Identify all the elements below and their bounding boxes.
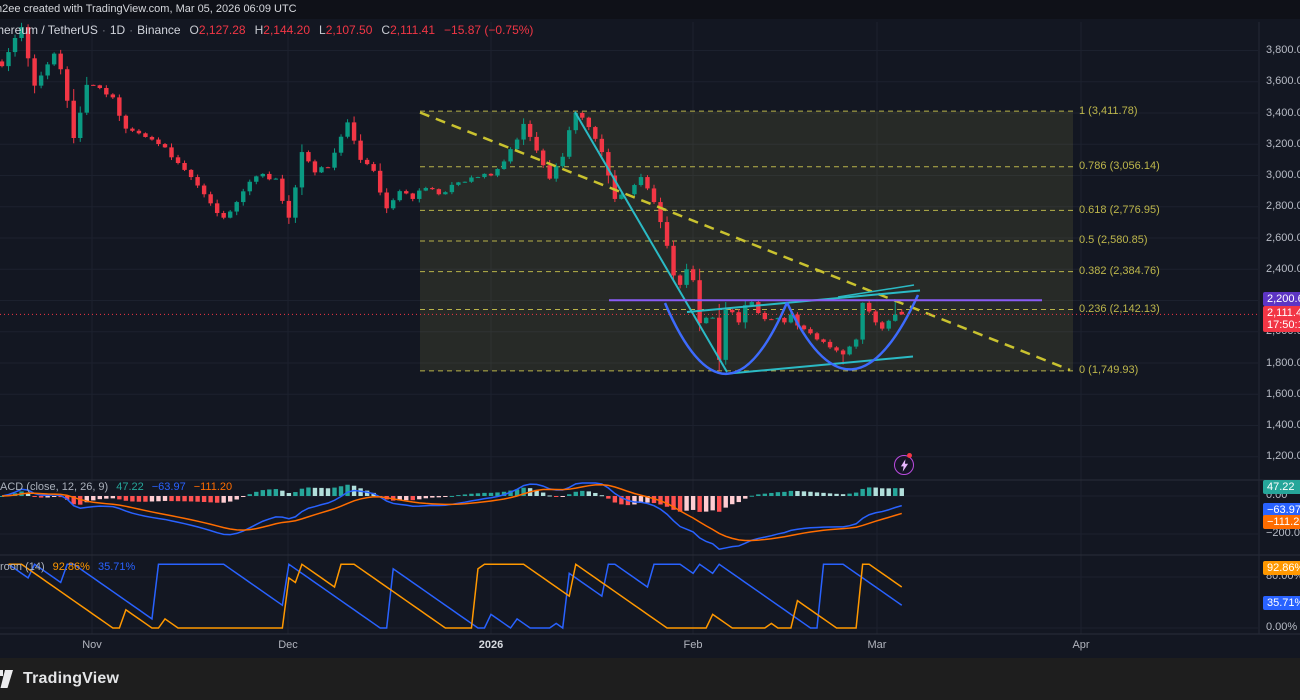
macd-legend-value: −63.97 bbox=[151, 481, 186, 493]
legend-separator: · bbox=[129, 23, 134, 37]
pane-separators bbox=[0, 22, 1300, 635]
price-tick-label: 1,600.00 bbox=[1266, 387, 1300, 400]
impulse-trendline[interactable] bbox=[574, 111, 728, 373]
flash-drawing-icon[interactable] bbox=[894, 455, 914, 475]
macd-legend-values: 47.22 −63.97 −111.20 bbox=[108, 481, 232, 493]
chart-canvas[interactable] bbox=[0, 0, 1300, 658]
interval-label[interactable]: 1D bbox=[109, 23, 126, 37]
aroon-legend-values: 92.86% 35.71% bbox=[45, 561, 136, 573]
ohlc-close-letter: C bbox=[381, 23, 391, 37]
ohlc-values: O2,127.28 H2,144.20 L2,107.50 C2,111.41 bbox=[181, 23, 435, 37]
neckline-trendline-2[interactable] bbox=[837, 284, 915, 298]
fib-level-label: 0.5 (2,580.85) bbox=[1079, 234, 1148, 247]
time-axis-label-feb[interactable]: Feb bbox=[683, 639, 703, 651]
aroon-up-badge[interactable]: 92.86% bbox=[1263, 561, 1300, 575]
notification-dot bbox=[907, 453, 912, 458]
fib-level-label: 0.382 (2,384.76) bbox=[1079, 265, 1160, 278]
time-axis-label-apr[interactable]: Apr bbox=[1072, 639, 1090, 651]
price-tick-label: 1,400.00 bbox=[1266, 419, 1300, 431]
purple-level-badge[interactable]: 2,200.6 bbox=[1263, 292, 1300, 306]
aroon-indicator[interactable] bbox=[8, 562, 903, 630]
macd-scale-label: −200.00 bbox=[1266, 527, 1300, 539]
macd-legend[interactable]: ACD (close, 12, 26, 9) 47.22 −63.97 −111.20 bbox=[0, 481, 232, 493]
descending-dashed-trendline[interactable] bbox=[419, 111, 1071, 372]
macd-hist-badge[interactable]: 47.22 bbox=[1263, 480, 1300, 494]
macd-title[interactable]: ACD (close, 12, 26, 9) bbox=[0, 481, 109, 493]
candlestick-series[interactable] bbox=[0, 22, 904, 371]
fib-level-label: 0.236 (2,142.13) bbox=[1079, 303, 1160, 316]
branding-footer: TradingView bbox=[0, 658, 1300, 700]
snapshot-header-bar: n2ee created with TradingView.com, Mar 0… bbox=[0, 0, 1300, 19]
tradingview-logo-icon bbox=[0, 670, 13, 688]
ohlc-high-value: 2,144.20 bbox=[263, 23, 310, 37]
macd-legend-value: 47.22 bbox=[116, 481, 144, 493]
price-tick-label: 2,400.00 bbox=[1266, 262, 1300, 275]
time-axis-label-dec[interactable]: Dec bbox=[278, 639, 298, 651]
aroon-scale-label: 0.00% bbox=[1266, 621, 1298, 633]
ohlc-high-letter: H bbox=[254, 23, 264, 37]
aroon-legend-value: 35.71% bbox=[97, 561, 136, 573]
fib-level-label: 0.786 (3,056.14) bbox=[1079, 160, 1160, 173]
time-axis-label-mar[interactable]: Mar bbox=[867, 639, 887, 651]
ohlc-low-value: 2,107.50 bbox=[325, 23, 373, 37]
cup-curve-2[interactable] bbox=[785, 294, 920, 371]
ohlc-open-value: 2,127.28 bbox=[198, 23, 246, 37]
price-tick-label: 2,800.00 bbox=[1266, 200, 1300, 213]
fib-level-label: 1 (3,411.78) bbox=[1079, 104, 1138, 117]
lightning-bolt-icon bbox=[900, 458, 908, 472]
last-price-badge[interactable]: 2,111.417:50:1 bbox=[1263, 306, 1300, 332]
macd-signal-badge[interactable]: −111.20 bbox=[1263, 515, 1300, 529]
fib-level-label: 0 (1,749.93) bbox=[1079, 364, 1139, 377]
price-tick-label: 3,200.00 bbox=[1266, 137, 1300, 150]
cup-curve-1[interactable] bbox=[663, 302, 789, 376]
time-axis-label-2026[interactable]: 2026 bbox=[478, 639, 504, 651]
ohlc-low-letter: L bbox=[319, 23, 326, 37]
ohlc-open-letter: O bbox=[189, 23, 199, 37]
aroon-legend-value: 92.86% bbox=[52, 561, 90, 573]
grid-lines bbox=[0, 22, 1258, 634]
legend-separator: · bbox=[101, 23, 106, 37]
trendline-drawings[interactable] bbox=[419, 111, 1071, 376]
aroon-legend[interactable]: roon (14) 92.86% 35.71% bbox=[0, 561, 135, 573]
snapshot-attribution-text: n2ee created with TradingView.com, Mar 0… bbox=[0, 3, 297, 15]
ohlc-close-value: 2,111.41 bbox=[390, 23, 436, 37]
price-tick-label: 1,800.00 bbox=[1266, 356, 1300, 369]
price-tick-label: 3,600.00 bbox=[1266, 75, 1300, 88]
price-tick-label: 3,800.00 bbox=[1266, 44, 1300, 56]
exchange-label[interactable]: Binance bbox=[137, 23, 181, 37]
price-tick-label: 3,400.00 bbox=[1266, 106, 1300, 119]
time-axis-label-nov[interactable]: Nov bbox=[82, 639, 102, 651]
symbol-title[interactable]: thereum / TetherUS bbox=[0, 23, 98, 37]
price-tick-label: 3,000.00 bbox=[1266, 169, 1300, 181]
aroon-down-badge[interactable]: 35.71% bbox=[1263, 596, 1300, 610]
support-trendline[interactable] bbox=[723, 355, 914, 375]
tradingview-wordmark[interactable]: TradingView bbox=[23, 670, 120, 687]
fib-level-label: 0.618 (2,776.95) bbox=[1079, 203, 1160, 216]
price-tick-label: 1,200.00 bbox=[1266, 450, 1300, 463]
macd-legend-value: −111.20 bbox=[193, 481, 233, 493]
change-value: −15.87 (−0.75%) bbox=[444, 23, 534, 37]
aroon-title[interactable]: roon (14) bbox=[0, 561, 45, 573]
macd-indicator[interactable] bbox=[0, 482, 904, 550]
macd-line-badge[interactable]: −63.97 bbox=[1263, 503, 1300, 517]
symbol-legend[interactable]: thereum / TetherUS · 1D · Binance O2,127.28 H2… bbox=[0, 23, 533, 38]
price-tick-label: 2,600.00 bbox=[1266, 231, 1300, 244]
